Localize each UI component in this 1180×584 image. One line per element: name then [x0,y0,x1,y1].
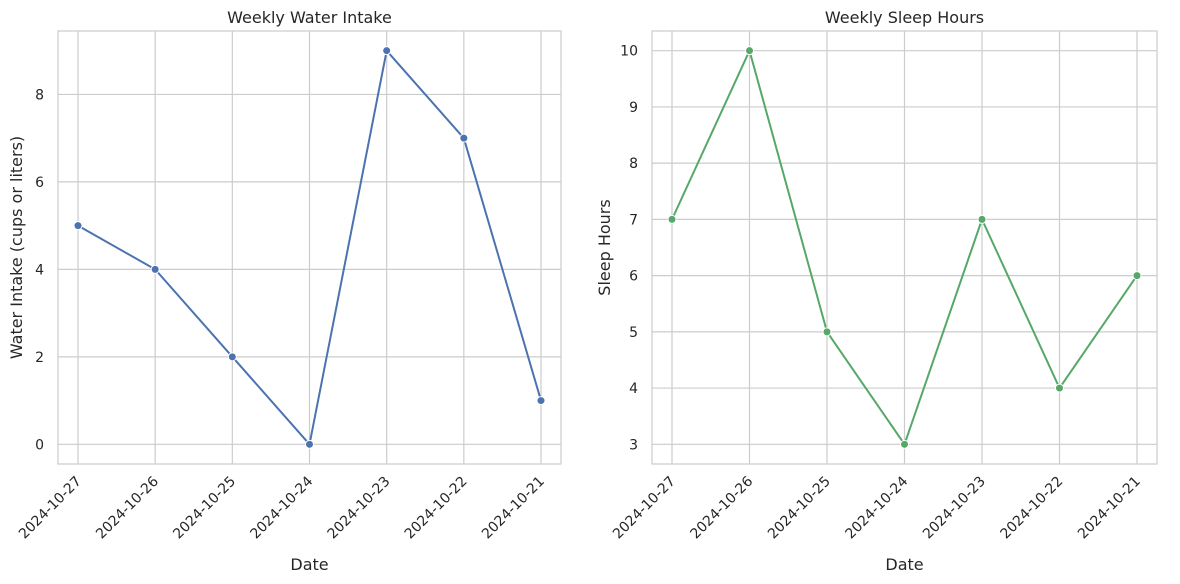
data-point [73,221,83,231]
y-tick-label: 9 [629,100,638,116]
data-point [536,396,546,406]
y-tick-label: 6 [629,269,638,285]
chart-title: Weekly Sleep Hours [825,8,984,27]
x-tick-label: 2024-10-21 [1075,474,1144,543]
plot-frame [651,30,1158,465]
x-axis-label: Date [885,555,923,574]
x-tick-label: 2024-10-26 [93,473,162,542]
data-point [745,46,754,56]
x-tick-label: 2024-10-23 [325,474,394,543]
y-tick-label: 0 [35,437,44,453]
x-tick-label: 2024-10-26 [687,473,756,542]
x-tick-label: 2024-10-27 [610,474,679,543]
x-tick-label: 2024-10-22 [402,474,471,543]
x-tick-label: 2024-10-25 [765,474,834,543]
data-point [900,439,909,449]
x-tick-label: 2024-10-24 [247,473,316,542]
data-point [382,46,392,56]
x-tick-label: 2024-10-25 [170,474,239,543]
data-point [227,352,237,362]
data-point [459,133,469,143]
data-point [150,264,160,274]
data-point [667,214,677,224]
y-tick-label: 2 [35,350,44,366]
data-point [977,214,987,224]
data-point [1132,271,1142,281]
x-tick-label: 2024-10-23 [920,474,989,543]
y-axis-label: Water Intake (cups or liters) [7,136,26,359]
y-tick-label: 8 [35,87,44,103]
plot-frame [57,30,562,465]
y-tick-label: 4 [35,262,44,278]
data-point [1055,383,1064,393]
chart-title: Weekly Water Intake [227,8,392,27]
data-point [305,439,314,449]
y-tick-label: 10 [620,44,638,60]
x-tick-label: 2024-10-27 [16,474,85,543]
y-tick-label: 7 [629,212,638,228]
y-tick-label: 5 [629,325,638,341]
x-tick-label: 2024-10-24 [842,473,911,542]
x-axis-label: Date [290,555,328,574]
data-point [822,327,832,337]
y-tick-label: 8 [629,156,638,172]
y-tick-label: 4 [629,381,638,397]
y-tick-label: 6 [35,175,44,191]
x-tick-label: 2024-10-21 [479,474,548,543]
y-tick-label: 3 [629,437,638,453]
y-axis-label: Sleep Hours [595,199,614,295]
x-tick-label: 2024-10-22 [997,474,1066,543]
